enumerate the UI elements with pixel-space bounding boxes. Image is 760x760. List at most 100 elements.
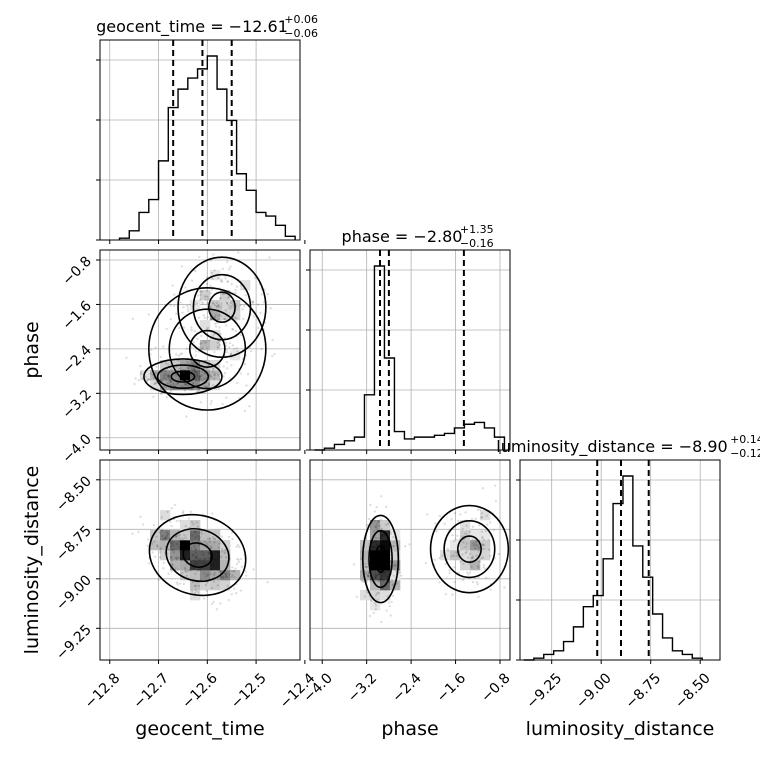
sample-point [213, 374, 216, 377]
sample-point [209, 374, 212, 378]
sample-point [133, 382, 136, 386]
sample-point [209, 305, 213, 308]
sample-point [204, 298, 207, 301]
sample-point [210, 375, 213, 379]
sample-point [539, 500, 541, 502]
sample-point [187, 362, 191, 366]
sample-point [177, 326, 181, 330]
sample-point [200, 370, 204, 373]
density-cell [470, 530, 481, 541]
sample-point [470, 565, 473, 569]
sample-point [380, 620, 383, 624]
title-lower-error: −0.16 [460, 237, 494, 250]
sample-point [374, 536, 378, 540]
sample-point [225, 575, 228, 578]
sample-point [165, 396, 169, 399]
sample-point [400, 574, 403, 577]
sample-point [187, 540, 191, 544]
sample-point [378, 536, 381, 540]
sample-point [215, 305, 219, 308]
sample-point [239, 333, 243, 337]
sample-point [380, 541, 383, 544]
sample-point [162, 374, 166, 378]
y-tick-label: −4.0 [59, 431, 94, 466]
sample-point [179, 537, 182, 540]
sample-point [193, 369, 196, 372]
sample-point [184, 536, 187, 540]
sample-point [377, 520, 380, 523]
density-cell [360, 560, 371, 571]
sample-point [472, 544, 476, 547]
sample-point [194, 378, 197, 381]
sample-point [216, 584, 220, 587]
sample-point [144, 375, 147, 379]
sample-point [197, 584, 200, 588]
sample-point [201, 379, 204, 382]
sample-point [168, 379, 171, 382]
sample-point [218, 326, 221, 329]
contour-line [429, 504, 510, 594]
sample-point [455, 551, 458, 554]
sample-point [386, 550, 389, 553]
sample-point [482, 543, 486, 547]
sample-point [164, 386, 168, 389]
sample-point [386, 546, 390, 549]
x-tick-label: −12.5 [228, 670, 270, 712]
sample-point [190, 329, 193, 332]
sample-point [226, 280, 229, 283]
sample-point [396, 582, 399, 585]
sample-point [178, 378, 181, 381]
sample-point [208, 538, 211, 541]
sample-point [169, 520, 172, 524]
histogram-step [118, 55, 296, 240]
sample-point [195, 302, 198, 305]
sample-point [202, 339, 205, 343]
sample-point [374, 580, 377, 583]
sample-point [376, 552, 379, 555]
sample-point [221, 550, 224, 553]
contour-line [148, 513, 247, 597]
sample-point [217, 551, 220, 555]
sample-point [461, 578, 465, 582]
sample-point [244, 570, 247, 573]
sample-point [155, 365, 159, 369]
sample-point [364, 595, 367, 598]
density-cell [480, 530, 491, 541]
sample-point [213, 350, 216, 354]
sample-point [383, 545, 387, 549]
sample-point [224, 277, 227, 280]
sample-point [197, 387, 200, 391]
sample-point [481, 556, 485, 559]
sample-point [448, 569, 451, 572]
density-cell [200, 380, 211, 391]
sample-point [209, 545, 213, 548]
scatter-panel-geocent-time-vs-luminosity-distance: −12.8 −12.7 −12.6 −12.5 −12.4−9.25−9.00−8.75… [53, 459, 319, 712]
density-cell [190, 580, 201, 591]
sample-point [246, 372, 250, 376]
sample-point [191, 382, 195, 385]
y-tick-label: −0.8 [59, 254, 94, 289]
sample-point [225, 324, 228, 327]
sample-point [195, 382, 199, 386]
sample-point [426, 513, 429, 516]
sample-point [260, 293, 263, 296]
sample-point [175, 556, 179, 559]
sample-point [183, 534, 186, 537]
sample-point [192, 362, 196, 366]
sample-point [372, 611, 375, 614]
sample-point [178, 533, 181, 536]
density-cell [190, 370, 201, 381]
sample-point [181, 311, 184, 314]
sample-point [183, 540, 187, 543]
sample-point [165, 327, 168, 331]
sample-point [180, 372, 183, 375]
sample-point [198, 375, 201, 378]
sample-point [377, 553, 381, 556]
axes-frame [519, 459, 721, 661]
contour-line [361, 514, 400, 604]
sample-point [166, 374, 169, 377]
sample-point [271, 338, 274, 342]
sample-point [194, 548, 197, 551]
density-cell [180, 520, 191, 531]
sample-point [234, 291, 237, 295]
